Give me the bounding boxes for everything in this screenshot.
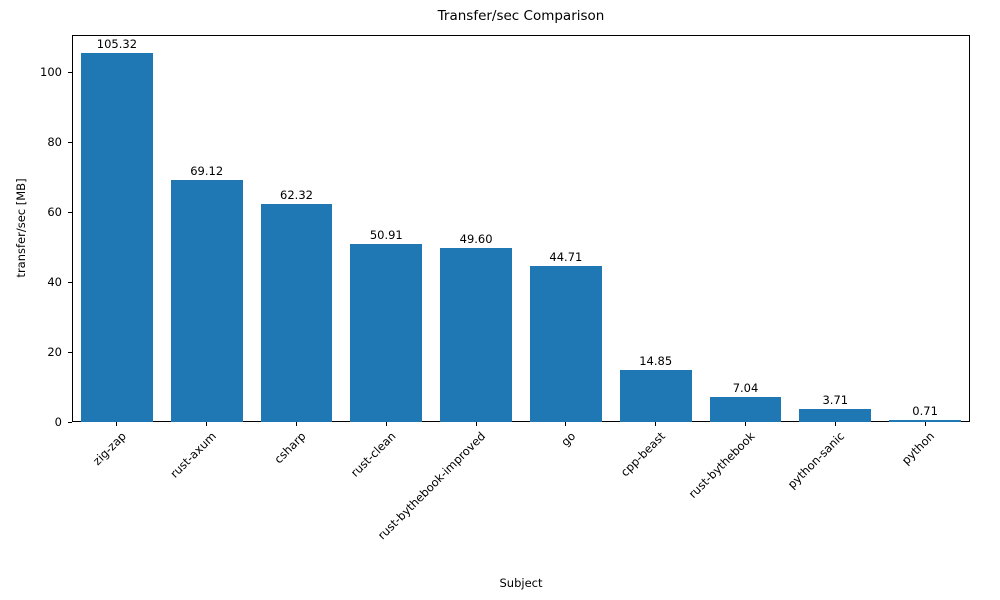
x-tick-label: rust-bythebook-improved [374,429,489,543]
bar-value-label: 105.32 [96,37,138,52]
bar [170,180,243,422]
bar-value-label: 49.60 [459,232,493,247]
x-tick-mark [834,422,836,426]
x-tick-label: rust-clean [347,429,399,480]
y-tick-label: 80 [47,135,62,150]
bar-value-label: 50.91 [369,227,403,242]
x-tick-mark [296,422,297,426]
x-tick-label: rust-bythebook [685,429,758,501]
x-tick-mark [565,422,567,426]
y-tick-label: 100 [40,65,62,80]
x-tick-mark [206,422,208,426]
x-tick-label: csharp [271,429,309,467]
bar-value-label: 0.71 [912,403,938,418]
bar [889,419,961,422]
bar [799,409,872,422]
x-tick-mark [655,422,657,426]
y-tick-mark [68,281,72,283]
x-tick-label: cpp-beast [617,429,668,480]
bar-value-label: 3.71 [822,393,849,408]
bar [80,53,153,422]
bar-value-label: 7.04 [732,381,759,396]
x-tick-mark [924,422,926,426]
bar-value-label: 62.32 [280,187,313,202]
bar-value-label: 14.85 [639,354,673,369]
y-tick-label: 60 [47,205,62,220]
x-tick-label: rust-axum [166,429,219,481]
bar [619,370,692,422]
y-axis-label: transfer/sec [MB] [14,178,28,278]
x-tick-mark [116,422,118,426]
x-tick-label: zig-zap [89,429,129,468]
y-tick-label: 20 [47,345,62,359]
bar [440,248,512,422]
y-tick-mark [68,351,72,353]
y-tick-mark [68,421,72,423]
bar-value-label: 44.71 [549,249,583,264]
chart-title: Transfer/sec Comparison [437,8,605,24]
bar-value-label: 69.12 [190,164,224,179]
bar [260,203,333,422]
y-tick-mark [68,141,72,143]
x-tick-mark [385,422,387,426]
x-tick-label: python-sanic [784,429,848,492]
x-tick-mark [475,422,477,426]
bar [529,265,602,422]
y-tick-label: 0 [54,415,62,429]
y-tick-mark [68,211,72,213]
x-tick-mark [745,422,746,426]
bar [709,397,782,422]
x-tick-label: python [898,429,938,468]
y-tick-mark [68,71,72,73]
x-axis-label: Subject [499,576,543,590]
x-tick-label: go [557,429,578,450]
y-tick-label: 40 [47,275,62,290]
bar [350,243,423,422]
